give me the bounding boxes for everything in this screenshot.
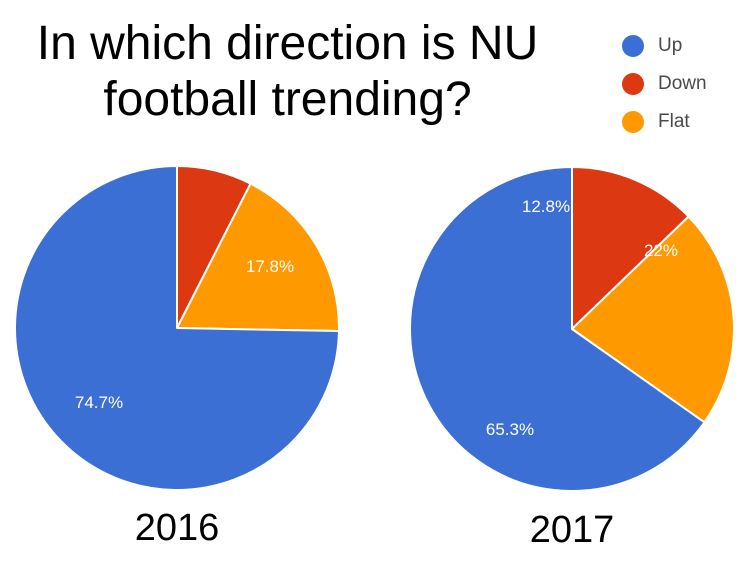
legend-item-up: Up bbox=[622, 27, 707, 65]
slice-label-down: 12.8% bbox=[522, 197, 570, 216]
legend: Up Down Flat bbox=[622, 27, 707, 141]
legend-label-flat: Flat bbox=[658, 111, 690, 132]
slice-label-up: 74.7% bbox=[75, 393, 123, 412]
pie-slice-flat bbox=[571, 215, 735, 424]
title-line-2: football trending? bbox=[103, 73, 472, 126]
legend-item-down: Down bbox=[622, 65, 707, 103]
slice-label-up: 65.3% bbox=[486, 420, 534, 439]
pie-slice-down bbox=[571, 166, 690, 330]
pie-slice-up bbox=[14, 165, 340, 491]
slice-label-flat: 22% bbox=[644, 241, 678, 260]
pie-year-label: 2017 bbox=[530, 509, 615, 551]
pie-chart-2017: 65.3% 12.8% 22% 2017 bbox=[409, 166, 735, 551]
slice-label-flat: 17.8% bbox=[246, 257, 294, 276]
legend-item-flat: Flat bbox=[622, 103, 707, 141]
pie-year-label: 2016 bbox=[135, 507, 220, 549]
pie-chart-2016: 74.7% 17.8% 2016 bbox=[14, 165, 340, 549]
legend-label-down: Down bbox=[658, 73, 707, 94]
pie-slice-flat bbox=[176, 182, 340, 333]
legend-swatch-up bbox=[622, 35, 644, 57]
title-line-1: In which direction is NU bbox=[36, 17, 539, 70]
legend-swatch-flat bbox=[622, 111, 644, 133]
legend-swatch-down bbox=[622, 73, 644, 95]
chart-title: In which direction is NU football trendi… bbox=[0, 16, 575, 128]
legend-label-up: Up bbox=[658, 35, 683, 56]
pie-slice-up bbox=[409, 166, 706, 492]
